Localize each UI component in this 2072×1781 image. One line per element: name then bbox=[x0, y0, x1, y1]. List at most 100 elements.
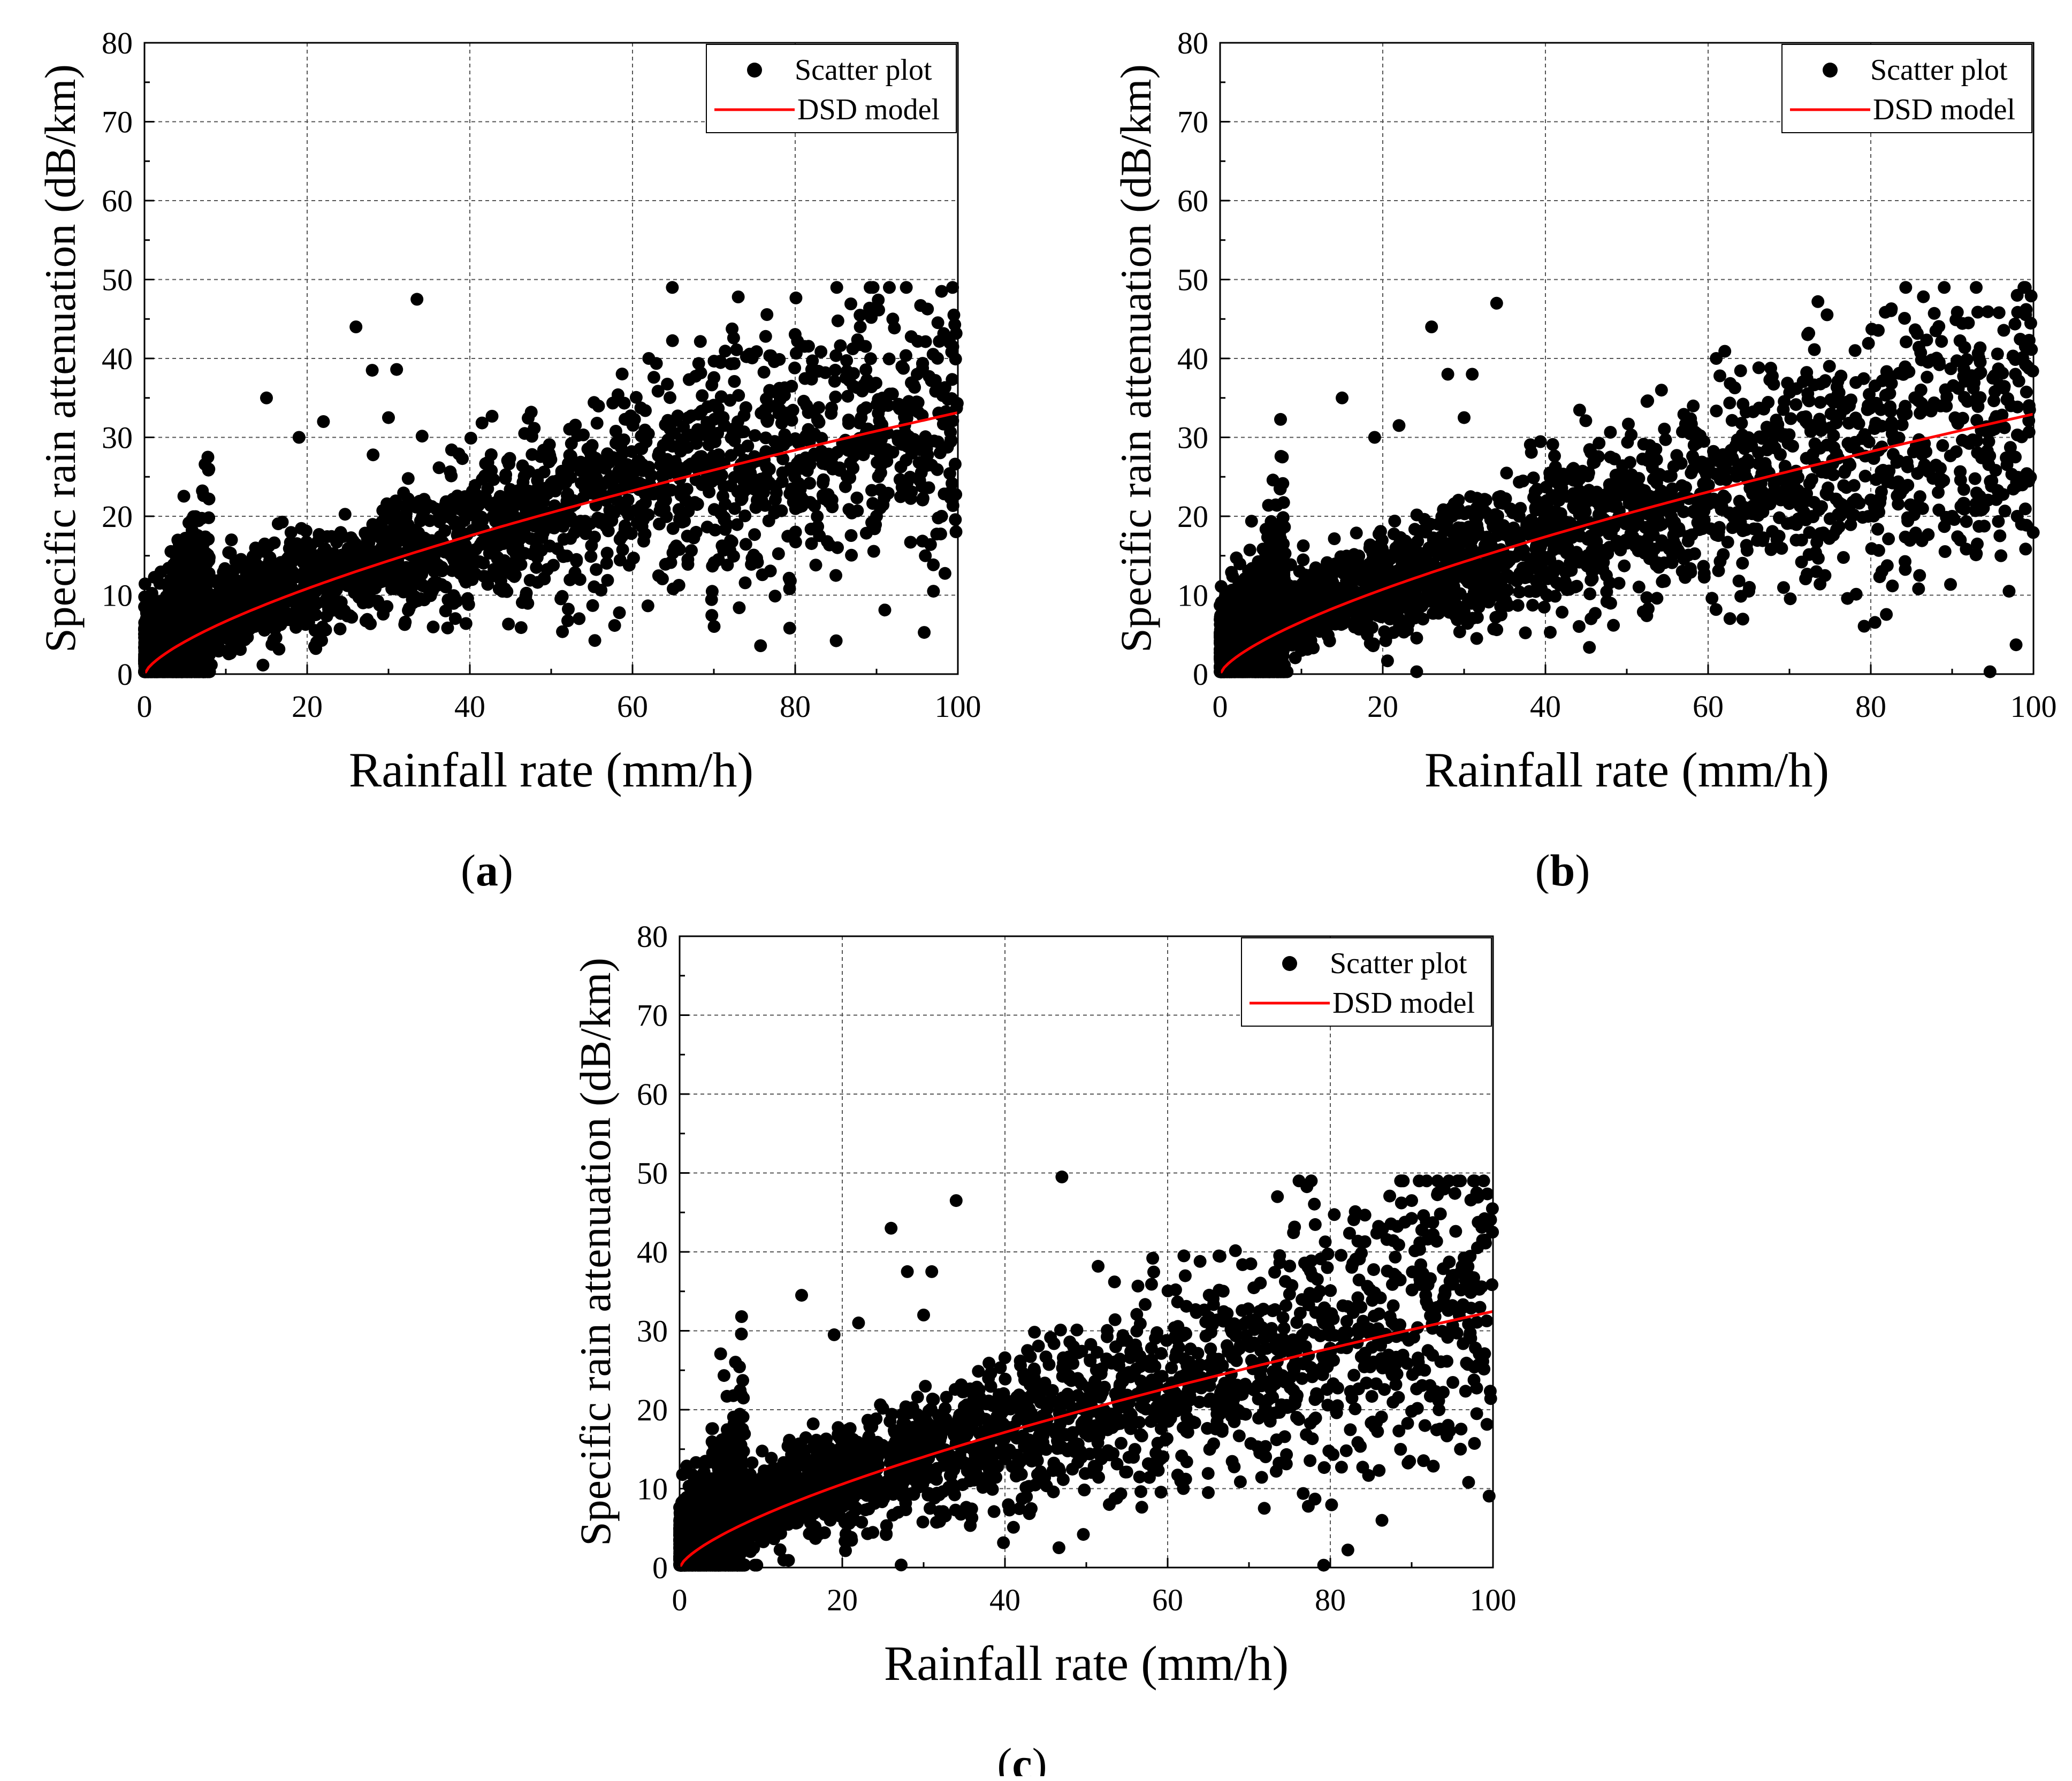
scatter-point bbox=[1752, 361, 1765, 374]
scatter-point bbox=[899, 349, 912, 362]
scatter-point bbox=[933, 335, 946, 348]
x-tick-label: 20 bbox=[292, 689, 323, 724]
scatter-point bbox=[588, 468, 601, 481]
scatter-point bbox=[834, 339, 847, 353]
scatter-point bbox=[814, 445, 828, 458]
scatter-point bbox=[630, 516, 644, 530]
scatter-point bbox=[383, 539, 397, 552]
scatter-point bbox=[651, 385, 665, 398]
scatter-point bbox=[157, 665, 170, 678]
scatter-point bbox=[659, 438, 672, 452]
scatter-point bbox=[522, 411, 535, 425]
scatter-point bbox=[1607, 618, 1620, 632]
scatter-point bbox=[859, 363, 873, 377]
scatter-point bbox=[851, 333, 864, 347]
scatter-point bbox=[225, 533, 238, 547]
caption-letter: a bbox=[476, 846, 498, 893]
scatter-point bbox=[1938, 281, 1951, 294]
scatter-point bbox=[664, 556, 677, 569]
scatter-point bbox=[1388, 515, 1401, 528]
scatter-point bbox=[490, 563, 503, 577]
scatter-point bbox=[229, 555, 242, 568]
scatter-point bbox=[911, 335, 924, 348]
scatter-point bbox=[145, 587, 158, 600]
scatter-point bbox=[757, 486, 771, 499]
scatter-point bbox=[631, 477, 644, 490]
scatter-point bbox=[508, 570, 521, 583]
scatter-point bbox=[196, 539, 209, 552]
scatter-point bbox=[681, 530, 694, 542]
scatter-point bbox=[647, 371, 660, 384]
scatter-point bbox=[162, 590, 174, 603]
scatter-point bbox=[944, 433, 957, 447]
scatter-point bbox=[797, 394, 810, 408]
scatter-point bbox=[701, 400, 714, 414]
scatter-point bbox=[825, 401, 838, 415]
scatter-point bbox=[583, 445, 597, 458]
scatter-point bbox=[562, 602, 575, 616]
scatter-point bbox=[269, 607, 282, 621]
scatter-point bbox=[882, 352, 896, 365]
scatter-point bbox=[1579, 414, 1593, 427]
scatter-point bbox=[183, 665, 196, 678]
scatter-point bbox=[439, 604, 452, 617]
scatter-point bbox=[459, 539, 472, 552]
scatter-point bbox=[711, 426, 725, 440]
scatter-point bbox=[1710, 404, 1723, 418]
scatter-point bbox=[186, 623, 200, 636]
scatter-point bbox=[1936, 439, 1949, 452]
legend-marker-scatter bbox=[747, 63, 762, 78]
scatter-point bbox=[723, 394, 737, 407]
scatter-point bbox=[738, 509, 752, 523]
scatter-point bbox=[900, 454, 913, 467]
scatter-point bbox=[564, 532, 577, 545]
scatter-point bbox=[524, 495, 537, 509]
scatter-point bbox=[641, 599, 654, 613]
scatter-point bbox=[617, 469, 630, 482]
scatter-point bbox=[847, 367, 860, 380]
x-tick-label: 80 bbox=[780, 689, 811, 724]
scatter-point bbox=[501, 454, 514, 467]
scatter-point bbox=[1604, 597, 1617, 610]
scatter-point bbox=[1868, 616, 1881, 629]
scatter-point bbox=[270, 580, 284, 594]
scatter-point bbox=[435, 511, 448, 525]
scatter-point bbox=[600, 556, 613, 570]
scatter-point bbox=[461, 556, 475, 570]
scatter-point bbox=[707, 371, 721, 384]
scatter-point bbox=[168, 665, 181, 678]
scatter-point bbox=[759, 330, 772, 343]
scatter-point bbox=[390, 363, 403, 376]
scatter-point bbox=[786, 403, 799, 417]
scatter-point bbox=[1764, 362, 1777, 375]
scatter-point bbox=[1684, 562, 1697, 575]
scatter-point bbox=[1650, 592, 1664, 605]
scatter-point bbox=[776, 452, 790, 465]
scatter-point bbox=[1968, 472, 1982, 485]
scatter-point bbox=[549, 484, 562, 498]
scatter-point bbox=[705, 585, 719, 598]
x-tick-label: 60 bbox=[617, 689, 648, 724]
scatter-point bbox=[563, 514, 576, 528]
scatter-point bbox=[927, 558, 940, 571]
scatter-point bbox=[731, 485, 744, 499]
scatter-point bbox=[285, 608, 298, 621]
scatter-point bbox=[678, 515, 691, 528]
y-tick-label: 50 bbox=[102, 263, 133, 297]
scatter-point bbox=[439, 495, 453, 508]
scatter-point bbox=[1544, 625, 1557, 639]
scatter-point bbox=[642, 352, 656, 365]
scatter-point bbox=[355, 585, 368, 599]
scatter-point bbox=[405, 577, 418, 591]
scatter-point bbox=[294, 552, 308, 565]
scatter-point bbox=[725, 431, 738, 445]
scatter-point bbox=[1583, 641, 1596, 654]
scatter-point bbox=[712, 553, 725, 566]
scatter-point bbox=[306, 567, 319, 580]
scatter-point bbox=[268, 536, 281, 549]
scatter-point bbox=[479, 491, 492, 505]
scatter-point bbox=[789, 291, 803, 304]
scatter-point bbox=[739, 538, 752, 551]
scatter-point bbox=[819, 366, 832, 379]
scatter-point bbox=[690, 453, 704, 467]
